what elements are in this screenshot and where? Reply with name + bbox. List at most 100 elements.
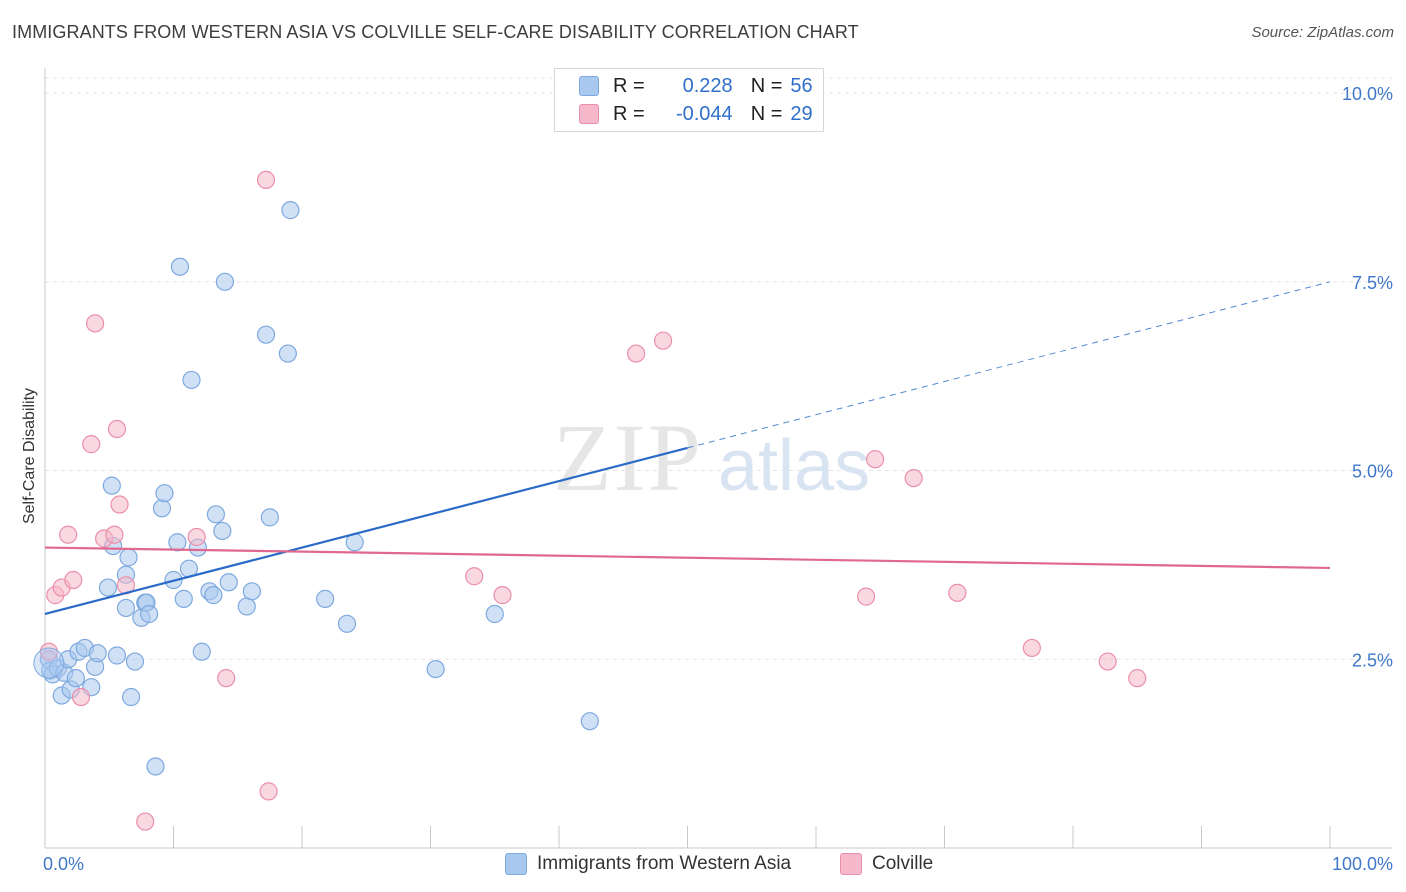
tick-label-layer: 2.5% 5.0% 7.5% 10.0% 0.0% 100.0% (43, 84, 1393, 874)
point-western-asia (102, 476, 121, 495)
stats-legend-row-pink: R = -0.044 N = 29 (579, 101, 813, 127)
point-colville (857, 587, 876, 606)
point-western-asia (242, 582, 261, 601)
point-colville (653, 331, 673, 350)
point-colville (71, 687, 91, 707)
grid-layer (45, 77, 1392, 660)
stats-legend: R = 0.228 N = 56 R = -0.044 N = 29 (554, 68, 824, 132)
watermark-atlas: atlas (718, 426, 870, 506)
point-western-asia (281, 201, 300, 220)
point-colville (217, 669, 236, 688)
legend-label: Colville (872, 853, 934, 874)
point-western-asia (278, 344, 297, 363)
point-western-asia (139, 604, 159, 624)
legend-swatch-blue (579, 76, 599, 96)
legend-swatch-blue (505, 853, 527, 875)
x-tick-label: 0.0% (43, 854, 84, 874)
point-western-asia (426, 659, 445, 679)
y-tick-label: 5.0% (1352, 462, 1393, 482)
r-label: R = (613, 102, 645, 125)
point-western-asia (485, 604, 504, 624)
axis-layer (44, 68, 1392, 849)
n-label: N = (750, 74, 783, 97)
point-colville (82, 435, 101, 454)
stats-legend-row-blue: R = 0.228 N = 56 (579, 73, 813, 99)
point-western-asia (88, 644, 107, 663)
r-value: 0.228 (682, 74, 733, 97)
point-colville (904, 468, 923, 488)
point-colville (259, 782, 278, 801)
point-colville (64, 570, 83, 590)
point-colville (39, 642, 58, 661)
point-western-asia (33, 647, 65, 679)
trend-line-western-asia (44, 446, 688, 616)
n-value: 29 (790, 102, 813, 125)
point-colville (110, 495, 129, 514)
point-colville (59, 525, 78, 544)
point-colville (1022, 638, 1041, 658)
point-colville (948, 583, 967, 602)
point-western-asia (237, 597, 256, 616)
legend-swatch-pink (579, 104, 599, 124)
point-colville (187, 527, 206, 547)
point-western-asia (215, 272, 234, 291)
point-western-asia (204, 586, 223, 605)
point-western-asia (170, 257, 190, 276)
point-colville (465, 567, 484, 586)
point-western-asia (66, 669, 85, 688)
point-western-asia (206, 505, 226, 524)
point-western-asia (213, 521, 232, 541)
legend-swatch-pink (840, 853, 862, 875)
point-colville (626, 344, 646, 363)
point-western-asia (580, 712, 599, 731)
point-western-asia (146, 757, 165, 776)
point-western-asia (260, 508, 279, 527)
source-label: Source: ZipAtlas.com (1251, 24, 1394, 41)
chart-title: IMMIGRANTS FROM WESTERN ASIA VS COLVILLE… (12, 22, 859, 42)
point-western-asia (121, 687, 141, 707)
watermark-layer: ZIP atlas (553, 404, 870, 511)
n-value: 56 (790, 74, 813, 97)
trend-layer (44, 281, 1331, 616)
point-colville (866, 450, 885, 469)
point-colville (493, 586, 512, 605)
point-western-asia (168, 533, 187, 552)
y-tick-label: 2.5% (1352, 650, 1393, 670)
point-western-asia (256, 325, 276, 344)
point-western-asia (174, 589, 193, 608)
point-colville (256, 170, 276, 190)
trend-line-extension (687, 281, 1331, 449)
n-label: N = (750, 102, 783, 125)
point-colville (105, 525, 124, 544)
y-tick-label: 7.5% (1352, 273, 1393, 293)
legend-item-western-asia: Immigrants from Western Asia (505, 852, 791, 876)
point-colville (136, 812, 155, 831)
point-colville (1128, 669, 1147, 688)
point-western-asia (98, 578, 118, 597)
trend-line-colville (44, 546, 1331, 570)
point-western-asia (337, 614, 357, 633)
r-value: -0.044 (675, 102, 733, 125)
point-western-asia (316, 589, 335, 608)
point-western-asia (219, 573, 238, 592)
y-axis-title: Self-Care Disability (21, 387, 38, 525)
point-western-asia (119, 548, 138, 567)
y-tick-label: 10.0% (1342, 84, 1393, 104)
point-western-asia (107, 646, 127, 665)
r-label: R = (613, 74, 645, 97)
point-colville (86, 314, 105, 333)
point-western-asia (152, 499, 172, 518)
watermark-zip: ZIP (553, 404, 703, 511)
point-colville (1098, 652, 1117, 671)
point-western-asia (125, 652, 145, 671)
point-western-asia (116, 598, 136, 618)
point-western-asia (192, 642, 211, 661)
point-western-asia (182, 370, 201, 390)
point-western-asia (155, 484, 174, 503)
legend-label: Immigrants from Western Asia (537, 853, 792, 874)
point-colville (107, 419, 127, 439)
x-tick-label: 100.0% (1332, 854, 1393, 874)
legend-item-colville: Colville (840, 852, 933, 876)
points-layer (33, 170, 1147, 831)
